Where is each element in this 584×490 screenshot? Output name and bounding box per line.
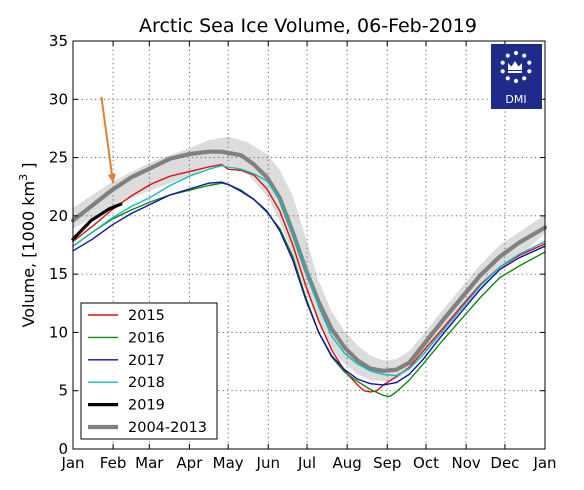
dmi-logo-text: DMI: [505, 93, 526, 106]
logo-dot-ring: [500, 50, 532, 84]
series-line-2019: [71, 202, 123, 241]
series-line-2018: [72, 164, 546, 377]
x-tick-label: Jun: [256, 454, 280, 472]
x-tick-label: Apr: [176, 454, 203, 472]
y-tick-label: 25: [49, 149, 68, 167]
crown-icon: [508, 61, 522, 70]
legend-box: [80, 302, 218, 440]
y-axis-label-main: Volume, [1000 km: [19, 181, 38, 328]
spread-band: [73, 136, 545, 382]
series-layer: [70, 149, 548, 398]
legend-label-2019: 2019: [128, 398, 165, 414]
legend-label-2004-2013: 2004-2013: [128, 420, 207, 436]
crown-base-icon: [508, 71, 522, 73]
logo-dot: [522, 76, 527, 81]
y-tick-label: 0: [58, 440, 68, 458]
x-tick-label: Nov: [451, 454, 480, 472]
logo-dot: [513, 50, 519, 56]
logo-dot: [505, 53, 510, 58]
x-tick-label: Dec: [490, 454, 519, 472]
x-tick-label: Aug: [332, 454, 361, 472]
y-tick-label: 20: [49, 207, 68, 225]
y-tick-label: 5: [58, 382, 68, 400]
logo-dot: [527, 69, 532, 74]
logo-dot: [500, 69, 505, 74]
annotation-arrow-head: [107, 173, 116, 184]
x-tick-label: Sep: [373, 454, 401, 472]
spread-band-layer: [73, 136, 545, 382]
y-axis-label-superscript: 3: [17, 174, 30, 181]
y-tick-label: 15: [49, 265, 68, 283]
y-axis-label: Volume, [1000 km3 ]: [17, 163, 38, 328]
logo-dot: [500, 60, 505, 65]
x-tick-label: Jan: [532, 454, 556, 472]
logo-dot: [513, 78, 519, 84]
legend-label-2015: 2015: [128, 308, 165, 324]
chart-title: Arctic Sea Ice Volume, 06-Feb-2019: [139, 15, 477, 37]
logo-dot: [505, 76, 510, 81]
series-line-2017: [72, 181, 546, 386]
x-tick-label: Mar: [135, 454, 164, 472]
x-tick-label: May: [213, 454, 244, 472]
y-tick-label: 35: [49, 32, 68, 50]
y-tick-label: 30: [49, 90, 68, 108]
x-tick-label: Feb: [100, 454, 127, 472]
x-tick-label: Jul: [297, 454, 316, 472]
axis-layer: 0 5 10 15 20 25 30 35 Jan Feb Mar Apr May Jun Jul Aug Se…: [49, 32, 557, 472]
y-tick-label: 10: [49, 323, 68, 341]
logo-dot: [527, 60, 532, 65]
x-tick-label: Jan: [60, 454, 84, 472]
logo-dot: [522, 53, 527, 58]
x-tick-label: Oct: [413, 454, 439, 472]
series-line-2015: [72, 163, 546, 393]
annotation-arrow-layer: [100, 96, 116, 184]
legend-label-2018: 2018: [128, 375, 165, 391]
plot-frame: [72, 40, 546, 450]
legend-label-2016: 2016: [128, 330, 165, 346]
legend-items: 2015 2016 2017 2018 2019 2004-2013: [88, 308, 207, 436]
dmi-logo: DMI: [491, 44, 542, 109]
legend-label-2017: 2017: [128, 353, 165, 369]
annotation-arrow-shaft: [100, 96, 115, 184]
y-axis-label-end: ]: [19, 163, 38, 174]
legend: 2015 2016 2017 2018 2019 2004-2013: [80, 302, 218, 440]
